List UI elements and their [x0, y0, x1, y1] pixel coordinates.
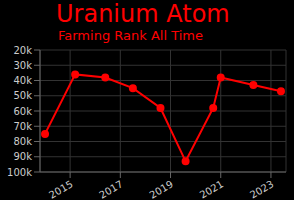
svg-text:70k: 70k [13, 121, 32, 132]
svg-text:2023: 2023 [248, 178, 276, 200]
html-text:Uranium Atom: Uranium Atom [56, 0, 230, 28]
svg-text:40k: 40k [13, 75, 32, 86]
html-text:Farming Rank All Time: Farming Rank All Time [58, 28, 203, 43]
svg-text:2021: 2021 [198, 178, 226, 200]
svg-text:20k: 20k [13, 45, 32, 56]
svg-text:2019: 2019 [148, 178, 176, 200]
svg-text:100k: 100k [8, 167, 32, 178]
svg-text:50k: 50k [13, 90, 32, 101]
svg-text:2015: 2015 [47, 178, 75, 200]
svg-text:90k: 90k [13, 151, 32, 162]
svg-text:80k: 80k [13, 136, 32, 147]
svg-text:30k: 30k [13, 60, 32, 71]
svg-text:60k: 60k [13, 106, 32, 117]
svg-text:2017: 2017 [97, 178, 125, 200]
